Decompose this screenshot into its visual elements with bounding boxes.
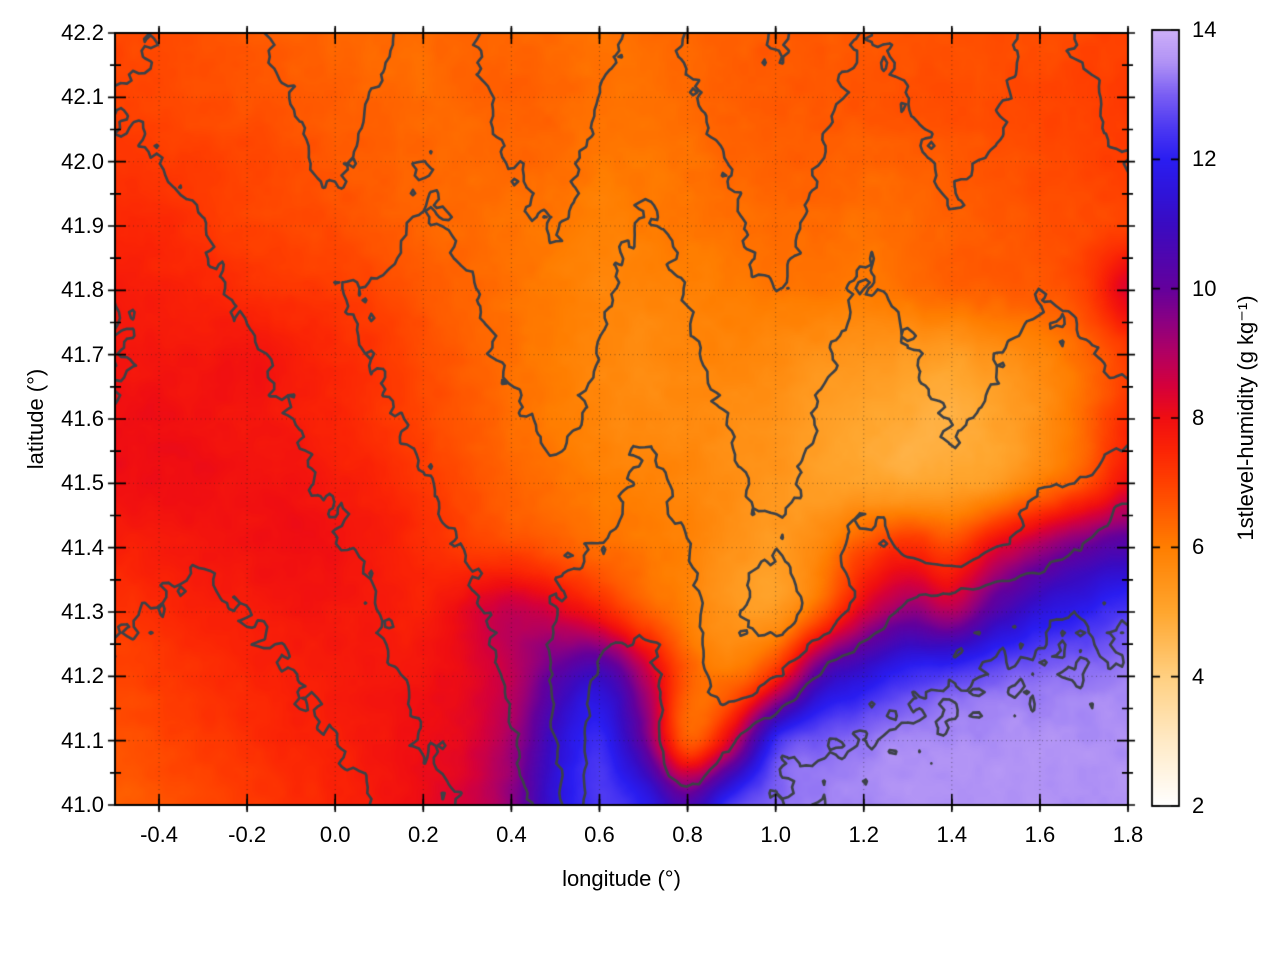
- y-tick-label: 42.0: [61, 148, 104, 174]
- x-tick-label: 1.4: [936, 822, 968, 847]
- x-axis-title: longitude (°): [562, 866, 681, 891]
- colorbar-tick-label: 10: [1192, 275, 1217, 301]
- y-axis-title: latitude (°): [23, 368, 48, 470]
- y-tick-label: 41.8: [61, 277, 104, 303]
- x-tick-label: 1.6: [1024, 822, 1056, 847]
- x-tick-label: 0.8: [672, 822, 703, 847]
- y-tick-label: 41.3: [61, 599, 104, 624]
- y-tick-label: 41.6: [61, 406, 104, 431]
- colorbar-tick-label: 14: [1192, 17, 1217, 42]
- x-tick-label: 1.8: [1112, 822, 1144, 847]
- y-tick-label: 41.5: [61, 470, 104, 496]
- colorbar-tick-label: 6: [1192, 534, 1205, 560]
- y-tick-label: 41.9: [61, 213, 104, 238]
- colorbar-tick-label: 12: [1192, 146, 1217, 172]
- colorbar-tick-label: 2: [1192, 793, 1205, 818]
- x-tick-label: 1.2: [848, 822, 880, 847]
- x-tick-label: 0.6: [584, 822, 615, 847]
- x-tick-label: 0.2: [408, 822, 439, 847]
- x-tick-label: 1.0: [760, 822, 791, 847]
- y-tick-label: 42.2: [61, 20, 104, 45]
- x-tick-label: 0.4: [496, 822, 527, 847]
- x-tick-label: -0.2: [228, 822, 267, 847]
- y-tick-label: 41.0: [61, 792, 104, 817]
- y-tick-label: 41.4: [61, 534, 104, 560]
- colorbar-tick-label: 8: [1192, 405, 1205, 430]
- colorbar-title: 1stlevel-humidity (g kg⁻¹): [1233, 295, 1258, 541]
- y-tick-label: 41.2: [61, 663, 104, 689]
- y-tick-label: 41.7: [61, 341, 104, 367]
- x-tick-label: -0.4: [140, 822, 178, 847]
- y-tick-label: 41.1: [61, 727, 104, 753]
- x-tick-label: 0.0: [319, 822, 351, 847]
- y-tick-label: 42.1: [61, 84, 104, 110]
- colorbar-tick-label: 4: [1192, 663, 1205, 689]
